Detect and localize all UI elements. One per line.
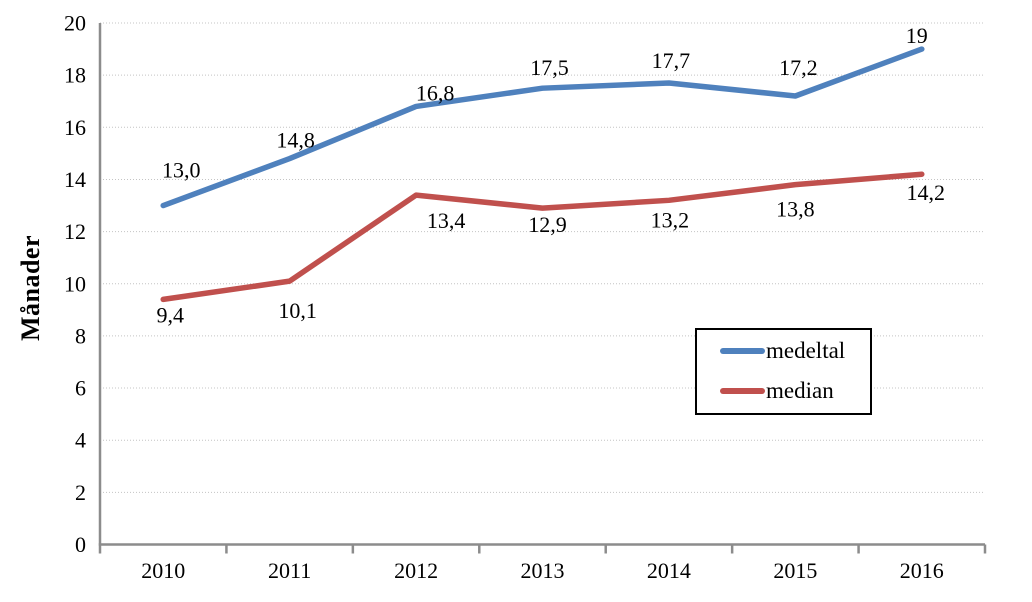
median-line bbox=[160, 171, 925, 303]
y-tick-label: 14 bbox=[64, 167, 86, 192]
median-data-label: 10,1 bbox=[278, 298, 317, 323]
y-tick-label: 20 bbox=[64, 11, 86, 36]
medeltal-data-label: 16,8 bbox=[416, 80, 455, 105]
medeltal-data-label: 17,7 bbox=[652, 48, 691, 73]
medeltal-line bbox=[160, 46, 925, 209]
y-tick-label: 2 bbox=[75, 480, 86, 505]
legend-item-median: median bbox=[720, 379, 870, 402]
medeltal-data-label: 13,0 bbox=[162, 158, 201, 183]
x-tick-label: 2013 bbox=[521, 558, 565, 583]
y-tick-label: 0 bbox=[75, 532, 86, 557]
y-tick-label: 4 bbox=[75, 428, 86, 453]
y-tick-label: 8 bbox=[75, 323, 86, 348]
medeltal-data-label: 19 bbox=[906, 23, 928, 48]
y-tick-label: 12 bbox=[64, 219, 86, 244]
legend-item-medeltal: medeltal bbox=[720, 339, 870, 362]
x-tick-label: 2011 bbox=[268, 558, 311, 583]
y-tick-label: 10 bbox=[64, 271, 86, 296]
y-tick-label: 16 bbox=[64, 115, 86, 140]
median-data-label: 13,4 bbox=[427, 208, 466, 233]
y-tick-label: 6 bbox=[75, 376, 86, 401]
medeltal-line-swatch bbox=[720, 347, 765, 354]
medeltal-data-label: 17,2 bbox=[779, 55, 818, 80]
median-data-label: 12,9 bbox=[528, 212, 567, 237]
median-data-label: 13,8 bbox=[776, 197, 815, 222]
median-data-label: 14,2 bbox=[907, 180, 946, 205]
x-tick-label: 2014 bbox=[647, 558, 691, 583]
y-axis-title: Månader bbox=[16, 234, 45, 342]
medeltal-data-label: 17,5 bbox=[530, 55, 569, 80]
legend-label-medeltal: medeltal bbox=[766, 338, 846, 363]
median-line-swatch bbox=[720, 387, 765, 394]
legend: medeltal median bbox=[695, 328, 872, 415]
median-data-label: 13,2 bbox=[651, 207, 690, 232]
x-tick-label: 2012 bbox=[394, 558, 438, 583]
median-data-label: 9,4 bbox=[156, 302, 184, 327]
legend-label-median: median bbox=[766, 378, 834, 403]
medeltal-data-label: 14,8 bbox=[276, 128, 315, 153]
x-tick-label: 2016 bbox=[900, 558, 944, 583]
x-tick-label: 2010 bbox=[141, 558, 185, 583]
x-tick-label: 2015 bbox=[773, 558, 817, 583]
y-tick-label: 18 bbox=[64, 63, 86, 88]
